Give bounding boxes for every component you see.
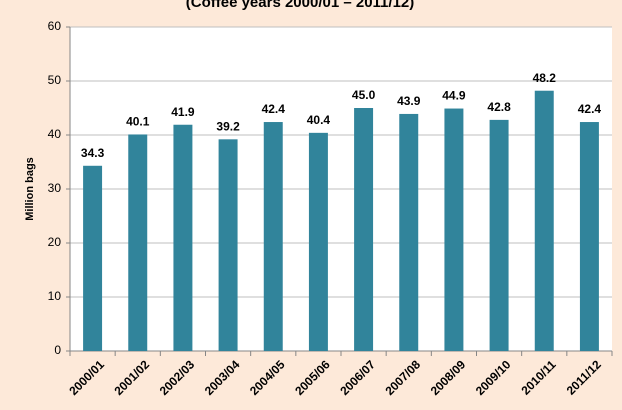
chart-subtitle: (Coffee years 2000/01 – 2011/12): [186, 0, 415, 11]
y-tick-label: 60: [48, 19, 62, 33]
bar: [263, 122, 283, 351]
data-label: 39.2: [216, 119, 240, 133]
data-label: 42.8: [487, 100, 511, 114]
bar: [354, 108, 374, 351]
y-axis-label: Million bags: [24, 157, 36, 221]
data-label: 34.3: [81, 146, 105, 160]
y-tick-label: 40: [48, 127, 62, 141]
y-tick-label: 50: [48, 73, 62, 87]
bar: [534, 90, 554, 351]
data-label: 43.9: [397, 94, 421, 108]
data-label: 40.1: [126, 115, 150, 129]
data-label: 45.0: [352, 88, 376, 102]
data-label: 40.4: [307, 113, 331, 127]
y-tick-label: 0: [54, 343, 61, 357]
bar: [579, 122, 599, 351]
bar: [218, 139, 238, 351]
bar: [173, 124, 193, 352]
y-tick-label: 20: [48, 235, 62, 249]
data-label: 42.4: [578, 102, 602, 116]
bar: [83, 165, 103, 351]
data-label: 42.4: [262, 102, 286, 116]
y-tick-label: 10: [48, 289, 62, 303]
bar: [399, 113, 419, 351]
bar: [489, 119, 509, 351]
bar: [308, 132, 328, 351]
data-label: 41.9: [171, 105, 195, 119]
bar: [128, 134, 148, 351]
y-tick-label: 30: [48, 181, 62, 195]
data-label: 48.2: [533, 71, 557, 85]
data-label: 44.9: [442, 89, 466, 103]
bar: [444, 108, 464, 351]
